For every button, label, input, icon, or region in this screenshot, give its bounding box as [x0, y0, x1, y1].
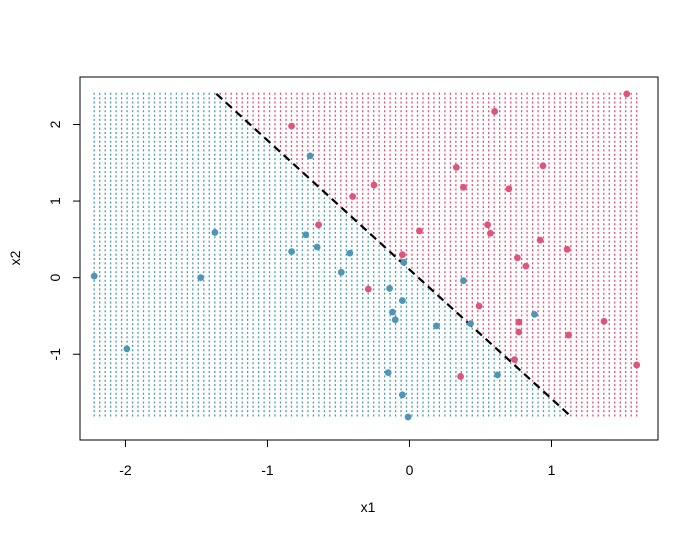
x-axis: -2 -1 0 1	[119, 439, 556, 478]
data-points-layer	[90, 90, 641, 421]
point-blue	[346, 249, 354, 257]
point-red	[370, 181, 378, 189]
point-blue	[288, 248, 296, 256]
point-blue	[531, 311, 538, 318]
x-tick-label: -1	[261, 462, 274, 478]
point-red	[475, 302, 483, 310]
point-red	[315, 221, 322, 229]
decision-region-grid	[93, 92, 638, 417]
point-blue	[467, 320, 474, 327]
point-blue	[494, 371, 501, 379]
point-blue	[337, 268, 345, 276]
point-red	[536, 236, 544, 244]
point-blue	[400, 258, 408, 266]
point-blue	[398, 391, 406, 399]
point-red	[539, 162, 547, 170]
point-blue	[211, 229, 219, 236]
point-red	[416, 227, 423, 235]
x-tick-label: 0	[406, 462, 414, 478]
point-red	[505, 185, 513, 193]
y-tick-label: 0	[47, 274, 63, 282]
point-blue	[460, 277, 467, 285]
y-tick-label: 2	[47, 120, 63, 128]
point-red	[460, 183, 467, 191]
point-red	[398, 251, 406, 259]
decision-boundary-line	[215, 93, 571, 417]
point-red	[600, 317, 608, 325]
x-tick-label: 1	[548, 462, 556, 478]
point-red	[288, 122, 296, 130]
point-blue	[197, 274, 205, 282]
point-red	[515, 328, 523, 336]
point-red	[491, 108, 499, 115]
point-red	[633, 361, 641, 369]
point-blue	[123, 345, 131, 353]
point-red	[487, 229, 494, 237]
point-blue	[398, 297, 406, 305]
x-axis-label: x1	[361, 499, 376, 515]
point-blue	[313, 243, 321, 251]
y-axis: -1 0 1 2	[47, 120, 81, 361]
point-red	[563, 245, 571, 253]
point-blue	[386, 284, 393, 292]
point-blue	[90, 272, 98, 280]
point-blue	[384, 369, 392, 377]
y-tick-label: 1	[47, 197, 63, 205]
point-red	[565, 331, 572, 339]
grid-region-blue	[93, 92, 567, 417]
point-red	[452, 163, 460, 171]
point-blue	[404, 413, 412, 421]
point-red	[514, 254, 521, 262]
point-blue	[391, 316, 399, 324]
point-red	[623, 90, 631, 98]
point-red	[457, 373, 464, 380]
point-blue	[433, 322, 440, 330]
point-red	[511, 356, 518, 363]
point-blue	[389, 308, 396, 316]
grid-region-red	[219, 92, 638, 417]
point-blue	[302, 231, 310, 239]
y-tick-label: -1	[47, 348, 63, 361]
decision-boundary-layer	[215, 93, 571, 417]
point-red	[515, 318, 523, 326]
point-blue	[306, 152, 314, 160]
point-red	[364, 285, 372, 293]
point-red	[484, 221, 491, 229]
point-red	[522, 262, 530, 270]
x-tick-label: -2	[119, 462, 132, 478]
point-red	[349, 193, 357, 200]
y-axis-label: x2	[7, 250, 23, 265]
